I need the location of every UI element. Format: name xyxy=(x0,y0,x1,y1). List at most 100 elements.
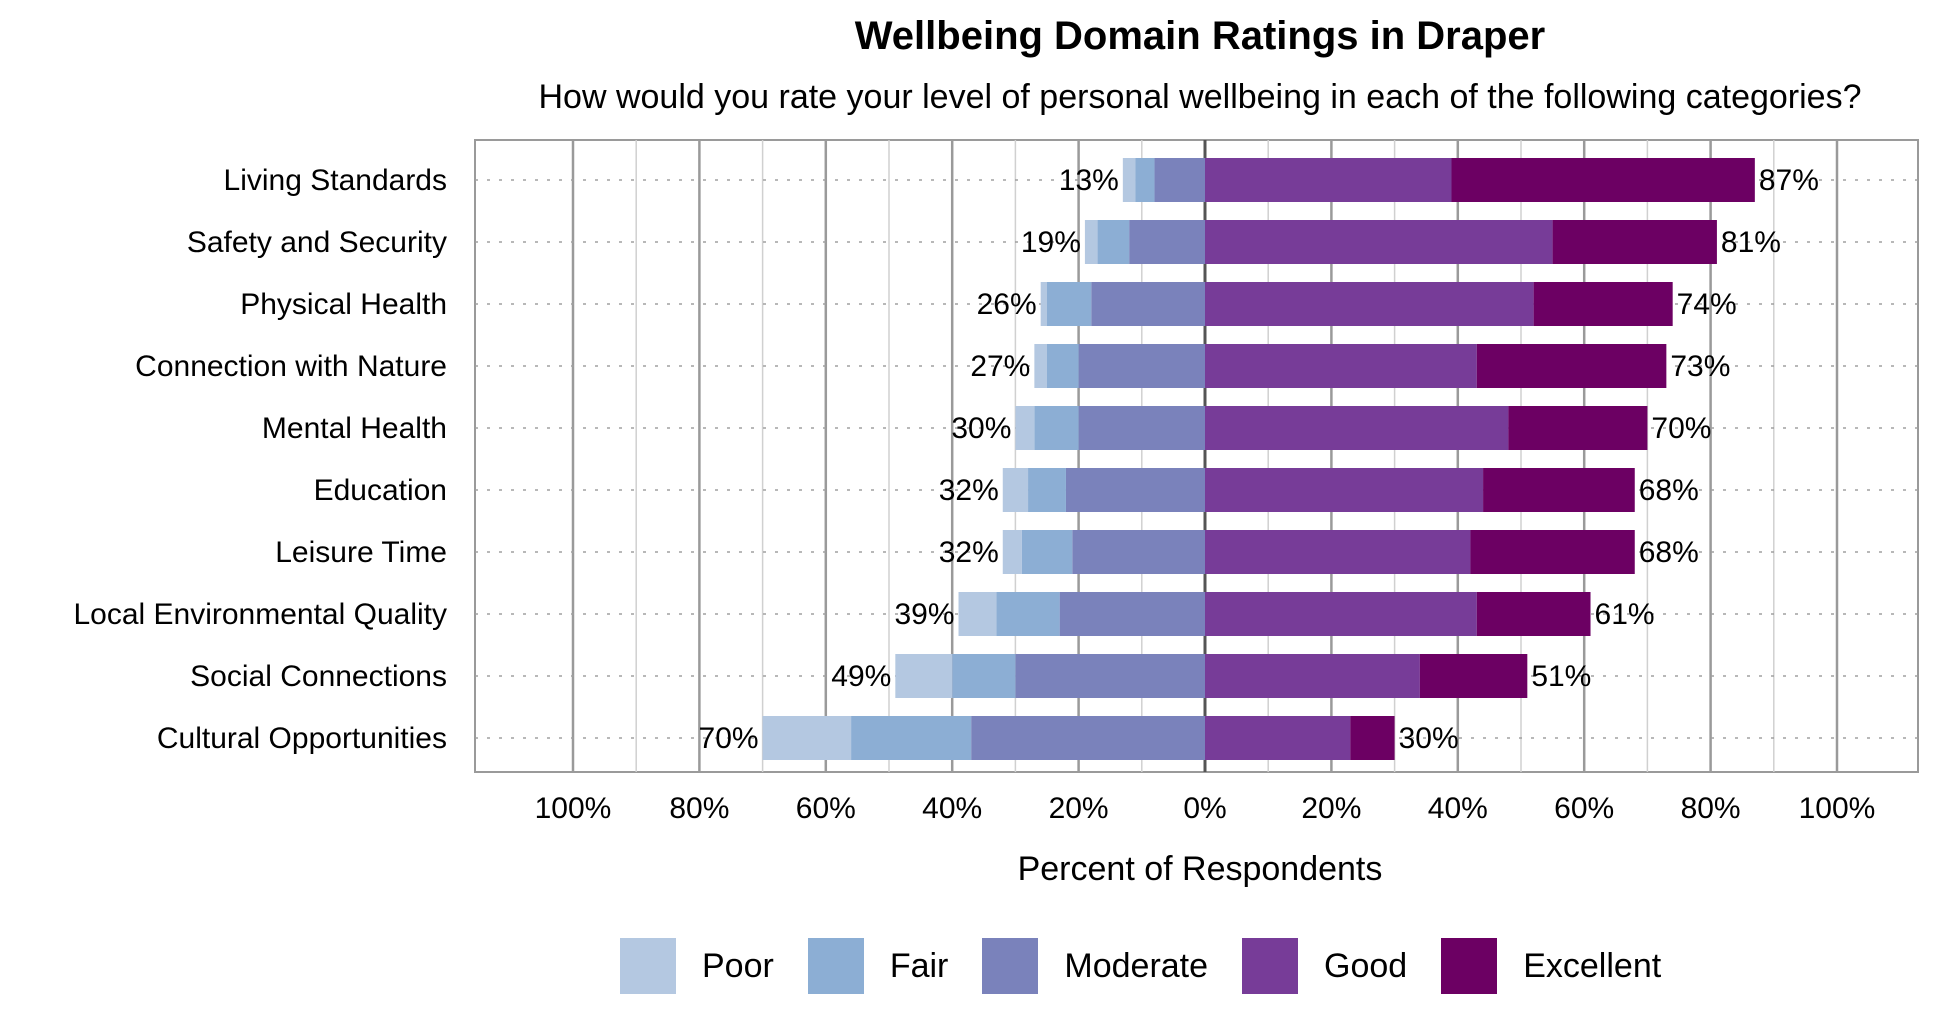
bar-good xyxy=(1205,282,1534,326)
bar-moderate xyxy=(1072,530,1205,574)
category-label: Social Connections xyxy=(190,660,447,693)
bar-excellent xyxy=(1508,406,1648,450)
x-tick-label: 60% xyxy=(796,792,856,825)
bar-poor xyxy=(1034,344,1047,388)
bar-moderate xyxy=(1078,406,1205,450)
legend-item-fair: Fair xyxy=(807,938,949,994)
bar-fair xyxy=(996,592,1060,636)
bar-excellent xyxy=(1552,220,1717,264)
legend: Poor Fair Moderate Good Excellent xyxy=(620,936,1695,996)
bar-fair xyxy=(1047,344,1079,388)
bar-good xyxy=(1205,344,1477,388)
chart-title: Wellbeing Domain Ratings in Draper xyxy=(854,14,1546,58)
legend-label: Excellent xyxy=(1523,946,1662,985)
bar-excellent xyxy=(1533,282,1673,326)
legend-label: Moderate xyxy=(1064,946,1209,985)
category-label: Education xyxy=(314,474,447,507)
positive-total-label: 61% xyxy=(1595,598,1655,631)
bar-good xyxy=(1205,654,1420,698)
bar-excellent xyxy=(1476,344,1667,388)
positive-total-label: 74% xyxy=(1677,288,1737,321)
category-label: Leisure Time xyxy=(275,536,447,569)
legend-label: Fair xyxy=(889,946,949,985)
negative-total-label: 26% xyxy=(977,288,1037,321)
bar-good xyxy=(1205,530,1471,574)
legend-item-moderate: Moderate xyxy=(982,938,1208,994)
negative-total-label: 49% xyxy=(831,660,891,693)
x-tick-label: 40% xyxy=(1428,792,1488,825)
plot-frame xyxy=(474,139,1919,773)
bar-moderate xyxy=(971,716,1205,760)
bar-moderate xyxy=(1078,344,1205,388)
bars xyxy=(762,158,1755,760)
legend-swatch xyxy=(1441,938,1498,994)
bar-fair xyxy=(1028,468,1066,512)
legend-item-good: Good xyxy=(1242,938,1407,994)
bar-poor xyxy=(1002,530,1022,574)
x-tick-label: 100% xyxy=(1799,792,1876,825)
negative-total-label: 70% xyxy=(699,722,759,755)
positive-total-label: 87% xyxy=(1759,164,1819,197)
bar-poor xyxy=(1040,282,1047,326)
chart-subtitle: How would you rate your level of persona… xyxy=(538,78,1862,116)
category-label: Connection with Nature xyxy=(135,350,447,383)
bar-excellent xyxy=(1350,716,1395,760)
positive-total-label: 70% xyxy=(1651,412,1711,445)
bar-excellent xyxy=(1419,654,1528,698)
x-tick-label: 40% xyxy=(922,792,982,825)
positive-total-label: 68% xyxy=(1639,474,1699,507)
bar-poor xyxy=(1015,406,1035,450)
bar-good xyxy=(1205,716,1351,760)
bar-excellent xyxy=(1470,530,1635,574)
category-label: Living Standards xyxy=(224,164,447,197)
legend-item-excellent: Excellent xyxy=(1441,938,1661,994)
bar-fair xyxy=(1021,530,1073,574)
bar-good xyxy=(1205,592,1477,636)
labels: 100% 80% 60% 40% 20% 0% 20% 40% 60% 80% 100% Living… xyxy=(73,164,1875,825)
negative-total-label: 13% xyxy=(1059,164,1119,197)
bar-fair xyxy=(1135,158,1155,202)
positive-total-label: 81% xyxy=(1721,226,1781,259)
legend-label: Good xyxy=(1324,946,1408,985)
legend-label: Poor xyxy=(702,946,774,985)
bar-poor xyxy=(1122,158,1136,202)
bar-poor xyxy=(1002,468,1029,512)
x-tick-label: 0% xyxy=(1183,792,1226,825)
bar-excellent xyxy=(1451,158,1755,202)
x-tick-label: 20% xyxy=(1049,792,1109,825)
positive-total-label: 51% xyxy=(1531,660,1591,693)
bar-good xyxy=(1205,406,1509,450)
x-axis-title: Percent of Respondents xyxy=(1017,850,1383,888)
bar-moderate xyxy=(1129,220,1205,264)
bar-fair xyxy=(1047,282,1092,326)
bar-excellent xyxy=(1476,592,1591,636)
bar-poor xyxy=(958,592,997,636)
category-label: Physical Health xyxy=(240,288,447,321)
bar-poor xyxy=(895,654,953,698)
bar-fair xyxy=(1097,220,1130,264)
bar-moderate xyxy=(1091,282,1205,326)
negative-total-label: 39% xyxy=(894,598,954,631)
bar-poor xyxy=(1084,220,1098,264)
bar-fair xyxy=(851,716,972,760)
negative-total-label: 19% xyxy=(1021,226,1081,259)
category-label: Local Environmental Quality xyxy=(73,598,447,631)
bar-moderate xyxy=(1059,592,1205,636)
negative-total-label: 32% xyxy=(939,474,999,507)
x-tick-label: 60% xyxy=(1554,792,1614,825)
bar-poor xyxy=(762,716,852,760)
legend-swatch xyxy=(1242,938,1299,994)
category-label: Mental Health xyxy=(262,412,447,445)
negative-total-label: 27% xyxy=(970,350,1030,383)
bar-moderate xyxy=(1015,654,1205,698)
category-label: Safety and Security xyxy=(187,226,447,259)
positive-total-label: 73% xyxy=(1670,350,1730,383)
bar-good xyxy=(1205,468,1484,512)
bar-good xyxy=(1205,158,1452,202)
bar-excellent xyxy=(1483,468,1635,512)
x-tick-label: 80% xyxy=(1681,792,1741,825)
negative-total-label: 30% xyxy=(951,412,1011,445)
category-label: Cultural Opportunities xyxy=(157,722,447,755)
legend-swatch xyxy=(620,938,676,994)
